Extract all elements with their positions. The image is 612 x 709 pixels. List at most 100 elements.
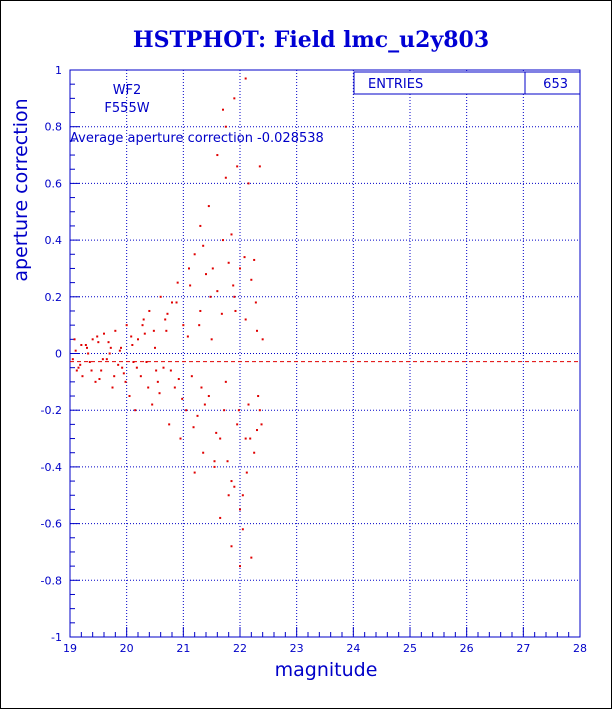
- data-point: [147, 386, 150, 389]
- data-point: [88, 361, 91, 364]
- data-point: [96, 335, 99, 338]
- data-point: [230, 233, 233, 236]
- data-point: [139, 375, 142, 378]
- data-point: [156, 380, 159, 383]
- data-point: [168, 423, 171, 426]
- data-point: [137, 338, 139, 341]
- data-point: [213, 460, 216, 463]
- data-point: [151, 403, 154, 406]
- data-point: [164, 318, 167, 321]
- x-tick-label: 19: [63, 642, 77, 655]
- data-point: [260, 423, 263, 426]
- data-point: [74, 349, 77, 352]
- data-point: [241, 494, 244, 497]
- data-point: [219, 516, 222, 519]
- data-point: [135, 366, 138, 369]
- data-point: [233, 485, 236, 488]
- data-point: [227, 261, 230, 264]
- y-tick-label: 0.4: [45, 234, 63, 247]
- data-point: [79, 363, 82, 366]
- data-point: [224, 380, 227, 383]
- data-point: [182, 324, 185, 327]
- data-point: [258, 165, 261, 168]
- data-point: [86, 346, 88, 349]
- data-point: [222, 108, 224, 111]
- data-point: [165, 329, 168, 332]
- data-point: [181, 397, 184, 400]
- data-point: [216, 290, 219, 293]
- data-point: [145, 361, 148, 364]
- data-point: [80, 343, 83, 346]
- data-point: [247, 403, 250, 406]
- x-tick-label: 24: [346, 642, 360, 655]
- data-point: [125, 324, 128, 327]
- tick-labels: 19 20 21 22 23 24 25 26 27 28 -1 -0.8 -0.6 -0.4 -0.2 0 0…: [41, 64, 587, 655]
- data-point: [188, 267, 190, 270]
- data-point: [120, 346, 122, 349]
- data-point: [131, 343, 134, 346]
- data-point: [230, 545, 233, 548]
- data-point: [90, 369, 93, 372]
- data-point: [220, 312, 223, 315]
- data-point: [100, 369, 103, 372]
- data-point: [213, 465, 216, 468]
- data-point: [73, 338, 76, 341]
- data-point: [211, 267, 214, 270]
- data-point: [130, 335, 133, 338]
- data-point: [155, 369, 158, 372]
- stats-entries-value: 653: [543, 77, 568, 92]
- data-point: [196, 414, 199, 417]
- data-point: [148, 309, 151, 312]
- data-point: [143, 332, 146, 335]
- data-point: [198, 324, 201, 327]
- data-point: [171, 301, 173, 304]
- data-point: [190, 375, 193, 378]
- y-tick-label: -0.6: [41, 518, 62, 531]
- data-point: [159, 295, 162, 298]
- data-point: [250, 278, 253, 281]
- y-tick-label: -0.2: [41, 404, 62, 417]
- data-point: [87, 352, 90, 355]
- data-point: [215, 431, 218, 434]
- data-point: [111, 386, 114, 389]
- data-point: [193, 253, 196, 256]
- data-point: [84, 343, 87, 346]
- data-point: [77, 366, 80, 369]
- data-point: [219, 437, 222, 440]
- x-axis-label: magnitude: [275, 659, 378, 681]
- data-point: [107, 341, 110, 344]
- data-point: [243, 256, 246, 259]
- data-point: [162, 366, 165, 369]
- data-point: [233, 295, 236, 298]
- data-points: [71, 77, 264, 568]
- data-point: [224, 125, 227, 128]
- y-tick-label: 0.6: [45, 177, 63, 190]
- data-point: [233, 97, 236, 100]
- data-point: [179, 437, 182, 440]
- data-point: [113, 375, 116, 378]
- data-point: [236, 165, 239, 168]
- filter-label: F555W: [104, 101, 149, 116]
- data-point: [199, 309, 202, 312]
- data-point: [203, 403, 206, 406]
- data-point: [245, 471, 248, 474]
- data-point: [202, 451, 205, 454]
- data-point: [193, 471, 196, 474]
- data-point: [158, 392, 161, 395]
- data-point: [200, 386, 203, 389]
- axis-ticks: [69, 69, 581, 638]
- data-point: [247, 182, 250, 185]
- data-point: [124, 380, 127, 383]
- data-point: [101, 358, 104, 361]
- y-tick-label: -0.4: [41, 461, 62, 474]
- x-tick-label: 25: [403, 642, 417, 655]
- data-point: [105, 358, 108, 361]
- data-point: [128, 395, 131, 398]
- data-point: [249, 437, 252, 440]
- data-point: [103, 332, 105, 335]
- data-point: [244, 437, 247, 440]
- data-point: [257, 395, 260, 398]
- data-point: [186, 335, 189, 338]
- data-point: [239, 565, 241, 568]
